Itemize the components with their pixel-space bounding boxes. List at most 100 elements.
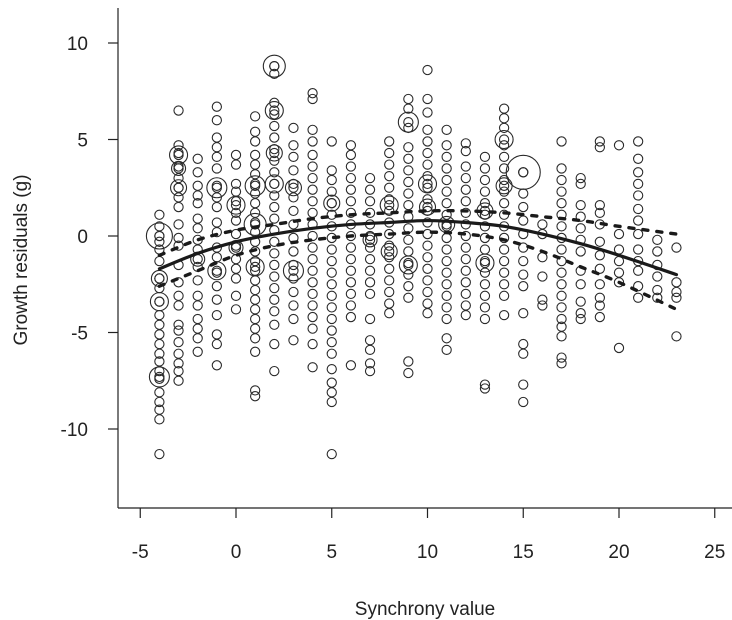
data-point xyxy=(230,228,242,240)
data-point xyxy=(498,122,510,134)
data-point xyxy=(154,414,165,425)
data-point xyxy=(345,300,357,311)
data-point xyxy=(556,136,567,147)
data-point xyxy=(345,196,357,207)
data-point xyxy=(154,338,165,350)
data-point xyxy=(364,344,376,356)
data-point xyxy=(633,190,644,201)
data-point xyxy=(556,302,567,313)
data-point xyxy=(249,346,261,357)
data-point xyxy=(422,201,433,213)
data-point xyxy=(211,163,222,174)
data-point-large xyxy=(149,292,169,312)
data-point xyxy=(249,391,261,402)
data-point-large xyxy=(145,222,173,250)
data-point xyxy=(211,309,222,321)
data-point xyxy=(460,265,471,276)
data-point xyxy=(288,165,299,176)
data-point xyxy=(479,302,491,313)
data-point xyxy=(384,275,395,286)
data-point xyxy=(460,309,471,321)
data-point xyxy=(422,147,433,159)
x-tick-label: 20 xyxy=(608,542,629,563)
data-point xyxy=(479,221,491,232)
data-point xyxy=(537,219,548,230)
data-point xyxy=(230,149,242,161)
data-point xyxy=(594,292,605,303)
data-point xyxy=(307,362,318,373)
data-point xyxy=(384,246,395,257)
data-point xyxy=(671,242,682,253)
data-point xyxy=(173,319,184,330)
data-point xyxy=(345,184,357,195)
data-point xyxy=(422,178,433,190)
data-point xyxy=(307,254,318,265)
data-point xyxy=(154,396,165,408)
data-point xyxy=(307,265,318,276)
data-point xyxy=(249,333,261,344)
data-point xyxy=(173,201,184,213)
data-point-large xyxy=(495,177,513,195)
data-point xyxy=(403,116,414,128)
data-point xyxy=(556,352,567,363)
data-point xyxy=(671,331,682,342)
data-point xyxy=(403,142,414,153)
data-point xyxy=(249,207,261,218)
data-point xyxy=(326,364,337,375)
data-point-large xyxy=(170,179,188,197)
data-point xyxy=(249,385,261,396)
data-point xyxy=(249,169,261,180)
data-point xyxy=(288,300,299,311)
data-point xyxy=(671,286,682,298)
data-point xyxy=(384,136,395,147)
data-point xyxy=(345,172,357,184)
data-point xyxy=(154,230,165,242)
data-point xyxy=(211,182,222,193)
data-point xyxy=(575,211,586,222)
data-point xyxy=(384,240,395,251)
data-point xyxy=(364,184,376,195)
data-point xyxy=(326,313,337,325)
data-point xyxy=(498,140,510,151)
data-point xyxy=(403,292,414,303)
data-point xyxy=(652,292,663,303)
data-point xyxy=(633,265,644,276)
data-point xyxy=(498,279,510,290)
data-point xyxy=(671,277,682,288)
data-point xyxy=(384,199,395,211)
data-point-large xyxy=(171,160,187,176)
data-point xyxy=(345,360,357,371)
data-point xyxy=(269,155,280,166)
data-point xyxy=(633,292,644,303)
data-point xyxy=(345,288,357,300)
data-point-large xyxy=(418,198,437,216)
data-point xyxy=(633,136,644,147)
data-point xyxy=(613,267,625,278)
data-point xyxy=(422,263,433,274)
data-point xyxy=(211,226,222,238)
data-point xyxy=(211,132,222,143)
data-point xyxy=(307,207,318,218)
data-point xyxy=(249,136,261,147)
data-point xyxy=(192,323,203,334)
data-point xyxy=(460,172,471,184)
data-point xyxy=(613,228,625,240)
data-point xyxy=(307,161,318,172)
data-point xyxy=(288,219,299,230)
data-point xyxy=(422,240,433,251)
data-point xyxy=(441,255,452,267)
y-tick-label: 10 xyxy=(67,34,88,55)
data-point xyxy=(288,246,299,257)
axes xyxy=(117,8,732,509)
data-point xyxy=(326,136,337,147)
data-point xyxy=(249,219,261,230)
data-point xyxy=(173,325,184,336)
data-point xyxy=(498,309,510,321)
data-point xyxy=(498,290,510,301)
y-tick-label: -5 xyxy=(71,324,88,345)
data-point xyxy=(307,136,318,147)
data-point xyxy=(422,217,433,228)
data-point xyxy=(249,313,261,325)
data-point xyxy=(556,198,567,209)
data-point xyxy=(269,282,280,294)
